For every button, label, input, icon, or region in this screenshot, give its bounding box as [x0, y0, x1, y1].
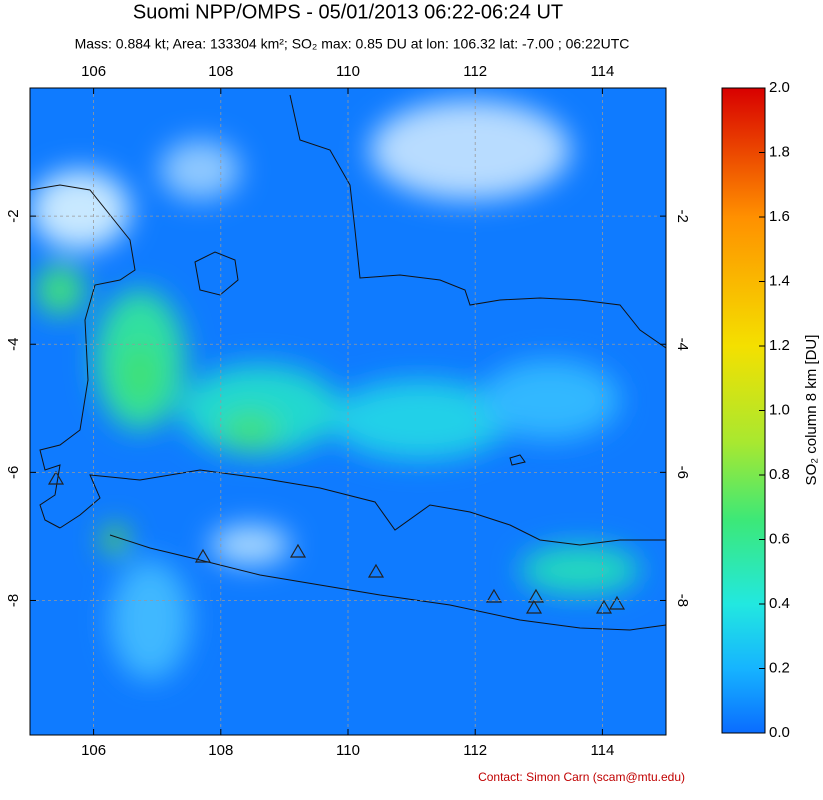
- colorbar-tick-label: 2.0: [769, 79, 790, 96]
- volcanoes: [47, 470, 626, 614]
- x-tick-label: 110: [336, 63, 360, 80]
- x-tick-label: 114: [590, 63, 614, 80]
- subtitle: Mass: 0.884 kt; Area: 133304 km²; SO₂ ma…: [75, 36, 630, 52]
- colorbar-tick-label: 0.8: [769, 466, 790, 483]
- x-tick-label: 110: [336, 742, 360, 759]
- colorbar-tick-label: 1.4: [769, 272, 790, 289]
- y-tick-label: -4: [5, 338, 22, 351]
- y-tick-label: -6: [674, 466, 691, 479]
- so2-field: [30, 100, 640, 680]
- y-tick-label: -8: [674, 594, 691, 607]
- x-tick-label: 114: [590, 742, 614, 759]
- y-tick-label: -8: [5, 594, 22, 607]
- colorbar-tick-label: 1.2: [769, 337, 790, 354]
- x-tick-label: 112: [463, 742, 487, 759]
- map-area: [30, 88, 666, 735]
- colorbar-label: SO₂ column 8 km [DU]: [803, 335, 820, 486]
- colorbar-tick-label: 0.2: [769, 659, 790, 676]
- colorbar-tick-label: 0.6: [769, 530, 790, 547]
- title: Suomi NPP/OMPS - 05/01/2013 06:22-06:24 …: [133, 1, 563, 23]
- colorbar-tick-label: 0.4: [769, 595, 790, 612]
- contact: Contact: Simon Carn (scam@mtu.edu): [478, 770, 685, 784]
- x-tick-label: 108: [208, 63, 233, 80]
- y-tick-label: -4: [674, 338, 691, 351]
- colorbar-tick-label: 1.0: [769, 401, 790, 418]
- colorbar: [721, 87, 766, 734]
- colorbar-tick-label: 1.6: [769, 208, 790, 225]
- x-tick-label: 112: [463, 63, 487, 80]
- y-tick-label: -2: [674, 209, 691, 222]
- y-tick-label: -2: [5, 209, 22, 222]
- x-tick-label: 106: [81, 63, 106, 80]
- x-tick-label: 106: [81, 742, 106, 759]
- y-tick-label: -6: [5, 466, 22, 479]
- x-tick-label: 108: [208, 742, 233, 759]
- colorbar-tick-label: 1.8: [769, 143, 790, 160]
- coastlines: [30, 94, 666, 631]
- colorbar-tick-label: 0.0: [769, 724, 790, 741]
